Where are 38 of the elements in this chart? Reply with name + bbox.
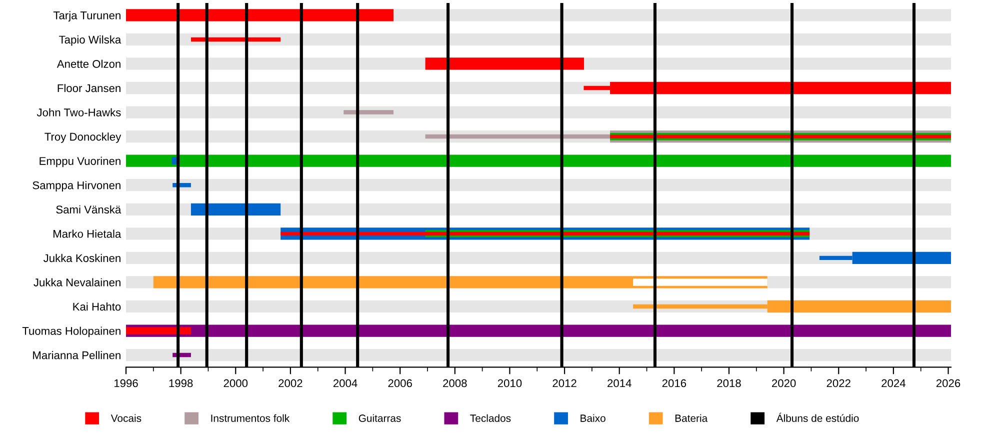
y-tick-label: Tapio Wilska bbox=[59, 35, 122, 46]
y-tick-label: Tuomas Holopainen bbox=[22, 326, 120, 338]
legend-label: Vocais bbox=[110, 414, 142, 422]
legend-label: Instrumentos folk bbox=[211, 414, 290, 422]
y-tick-label: John Two-Hawks bbox=[36, 108, 121, 116]
y-tick-label: Jukka Nevalainen bbox=[34, 278, 120, 286]
y-tick-label: Troy Donockley bbox=[44, 132, 122, 143]
x-tick-label: 2014 bbox=[608, 379, 632, 388]
x-tick-label: 2004 bbox=[333, 379, 358, 388]
legend-label: Teclados bbox=[470, 414, 511, 422]
legend-label: Bateria bbox=[675, 414, 708, 422]
x-tick-label: 2016 bbox=[662, 379, 686, 388]
x-tick-label: 2006 bbox=[388, 379, 412, 388]
x-tick-label: 1998 bbox=[169, 379, 193, 388]
x-tick-label: 2010 bbox=[498, 379, 522, 388]
legend-label: Baixo bbox=[580, 414, 606, 422]
x-tick-label: 2002 bbox=[278, 379, 302, 388]
x-tick-label: 2026 bbox=[936, 379, 960, 388]
x-tick-label: 2012 bbox=[552, 379, 576, 388]
legend-label: Guitarras bbox=[358, 414, 401, 422]
y-tick-label: Samppa Hirvonen bbox=[32, 181, 120, 192]
y-tick-label: Marko Hietala bbox=[54, 230, 122, 238]
y-tick-label: Tarja Turunen bbox=[53, 11, 120, 22]
x-tick-label: 2008 bbox=[443, 379, 467, 388]
x-tick-label: 2000 bbox=[224, 379, 248, 388]
x-tick-label: 2024 bbox=[882, 379, 906, 388]
x-tick-label: 1996 bbox=[114, 379, 138, 388]
y-tick-label: Marianna Pellinen bbox=[33, 351, 120, 360]
y-tick-label: Kai Hahto bbox=[73, 302, 121, 311]
y-tick-label: Anette Olzon bbox=[56, 60, 120, 68]
y-tick-label: Emppu Vuorinen bbox=[40, 156, 120, 168]
y-tick-label: Sami Vänskä bbox=[56, 205, 122, 214]
y-tick-label: Jukka Koskinen bbox=[43, 254, 120, 262]
x-tick-label: 2018 bbox=[717, 379, 741, 388]
x-tick-label: 2020 bbox=[772, 379, 796, 388]
legend-label: Álbuns de estúdio bbox=[776, 412, 859, 422]
y-tick-label: Floor Jansen bbox=[58, 84, 120, 92]
x-tick-label: 2022 bbox=[826, 379, 850, 388]
